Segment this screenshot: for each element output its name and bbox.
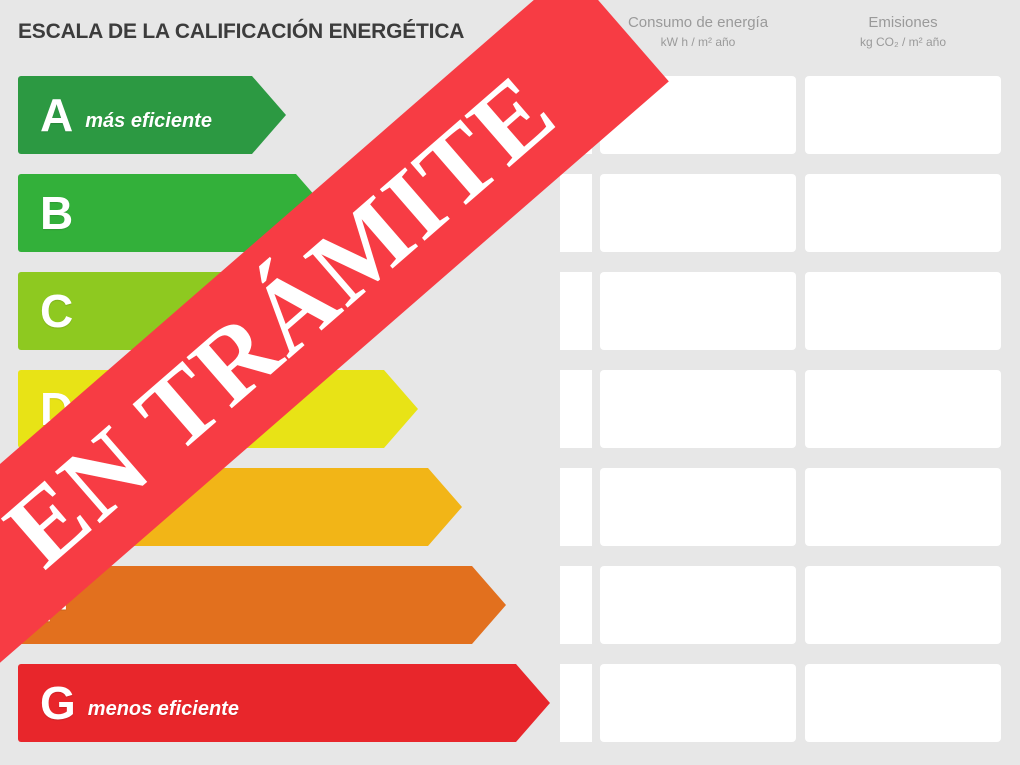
value-cell-consumo — [600, 664, 796, 742]
row-spacer — [560, 174, 592, 252]
page-title: ESCALA DE LA CALIFICACIÓN ENERGÉTICA — [18, 20, 465, 43]
rating-row: D — [0, 370, 1020, 448]
rating-band-f: F — [18, 566, 506, 644]
rating-band-c: C — [18, 272, 374, 350]
value-cell-consumo — [600, 272, 796, 350]
rating-letter: G — [40, 677, 76, 729]
value-cell-emisiones — [805, 566, 1001, 644]
rating-letter: F — [40, 579, 69, 631]
value-cell-consumo — [600, 370, 796, 448]
rating-row: B — [0, 174, 1020, 252]
row-spacer — [560, 468, 592, 546]
rating-row: C — [0, 272, 1020, 350]
rating-band-d: D — [18, 370, 418, 448]
value-cell-emisiones — [805, 76, 1001, 154]
value-cell-emisiones — [805, 272, 1001, 350]
rating-band-b: B — [18, 174, 330, 252]
rating-efficiency-note: más eficiente — [85, 109, 212, 132]
column-header-consumo-label: Consumo de energía — [627, 14, 769, 31]
rating-row: E — [0, 468, 1020, 546]
rating-letter: A — [40, 89, 74, 141]
value-cell-consumo — [600, 174, 796, 252]
value-cell-emisiones — [805, 664, 1001, 742]
column-header-emisiones-label: Emisiones — [868, 14, 938, 31]
column-header-emisiones-units: kg CO₂ / m² año — [859, 34, 946, 49]
value-cell-emisiones — [805, 370, 1001, 448]
column-header-consumo: Consumo de energía kW h / m² año — [600, 12, 796, 51]
rating-letter: C — [40, 285, 74, 337]
value-cell-consumo — [600, 468, 796, 546]
row-spacer — [560, 272, 592, 350]
value-cell-emisiones — [805, 174, 1001, 252]
value-cell-emisiones — [805, 468, 1001, 546]
rating-band-e: E — [18, 468, 462, 546]
value-cell-consumo — [600, 76, 796, 154]
row-spacer — [560, 76, 592, 154]
row-spacer — [560, 664, 592, 742]
rating-row: F — [0, 566, 1020, 644]
column-header-consumo-units: kW h / m² año — [660, 34, 736, 49]
rating-letter: B — [40, 187, 74, 239]
column-header-emisiones: Emisiones kg CO₂ / m² año — [805, 12, 1001, 51]
rating-letter: D — [40, 383, 74, 435]
row-spacer — [560, 370, 592, 448]
rating-letter: E — [40, 481, 71, 533]
value-cell-consumo — [600, 566, 796, 644]
row-spacer — [560, 566, 592, 644]
rating-efficiency-note: menos eficiente — [87, 697, 239, 720]
